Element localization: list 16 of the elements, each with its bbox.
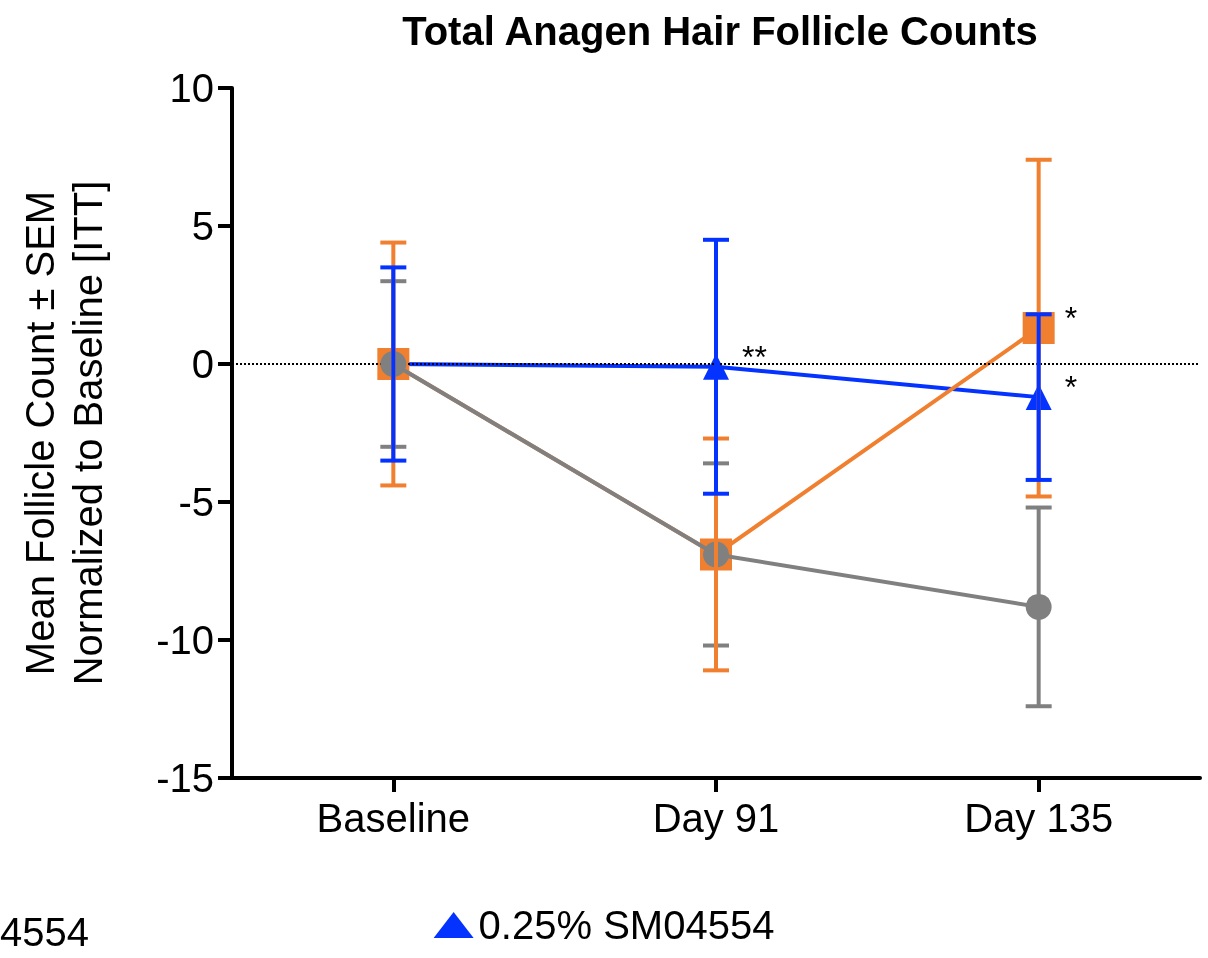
- chart-title: Total Anagen Hair Follicle Counts: [402, 9, 1038, 53]
- annotation: **: [742, 338, 767, 375]
- y-tick-label: -10: [156, 618, 214, 662]
- y-tick-label: -5: [178, 480, 214, 524]
- x-tick-label: Baseline: [316, 796, 471, 840]
- y-tick-label: -15: [156, 756, 214, 800]
- annotation: *: [1064, 369, 1078, 406]
- annotation: *: [1064, 300, 1078, 337]
- x-tick-label: Day 91: [652, 796, 780, 840]
- x-tick-label: Day 135: [964, 796, 1114, 840]
- y-tick-label: 5: [191, 204, 214, 248]
- y-tick-label: 10: [169, 66, 214, 110]
- legend-label: 0.25% SM04554: [478, 903, 775, 947]
- y-tick-label: 0: [191, 342, 214, 386]
- text: 4554: [0, 910, 89, 954]
- y-axis-title: Mean Follicle Count ± SEM Normalized to Baseline [ITT]: [18, 180, 110, 686]
